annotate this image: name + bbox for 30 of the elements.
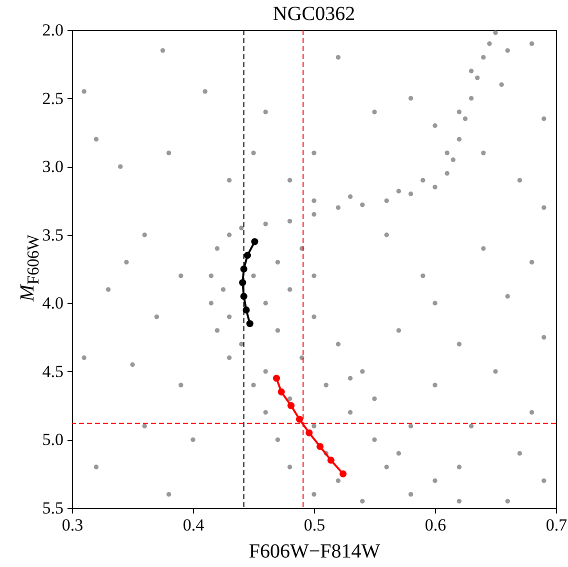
point: [327, 456, 334, 464]
point: [316, 443, 324, 450]
point: [251, 238, 258, 246]
chart-title: NGC0362: [272, 2, 356, 26]
x-tick-label: 0.3: [62, 516, 84, 534]
y-tick-label: 3.5: [42, 225, 64, 244]
point: [244, 252, 251, 259]
y-tick-label: 4.5: [42, 362, 64, 381]
point: [240, 292, 248, 300]
x-tick-label: 0.5: [304, 516, 326, 534]
x-tick-label: 0.7: [546, 516, 568, 534]
point: [306, 429, 313, 436]
y-tick-label: 5.0: [42, 430, 64, 450]
y-tick-label: 4.0: [42, 294, 64, 313]
point: [272, 374, 280, 382]
y-tick-label: 5.5: [42, 498, 64, 518]
y-tick-label: 2.5: [42, 88, 64, 108]
point: [287, 402, 295, 410]
x-tick-label: 0.4: [182, 516, 205, 534]
y-tick-label: 3.0: [42, 157, 64, 176]
point: [242, 306, 250, 314]
point: [240, 265, 248, 273]
point: [278, 388, 285, 396]
point: [340, 470, 347, 478]
x-tick-label: 0.6: [424, 516, 446, 534]
y-tick-label: 2.0: [42, 20, 64, 40]
point: [246, 320, 254, 328]
point: [239, 279, 246, 286]
x-axis-title: F606W−F814W: [248, 540, 380, 562]
point: [296, 416, 304, 423]
